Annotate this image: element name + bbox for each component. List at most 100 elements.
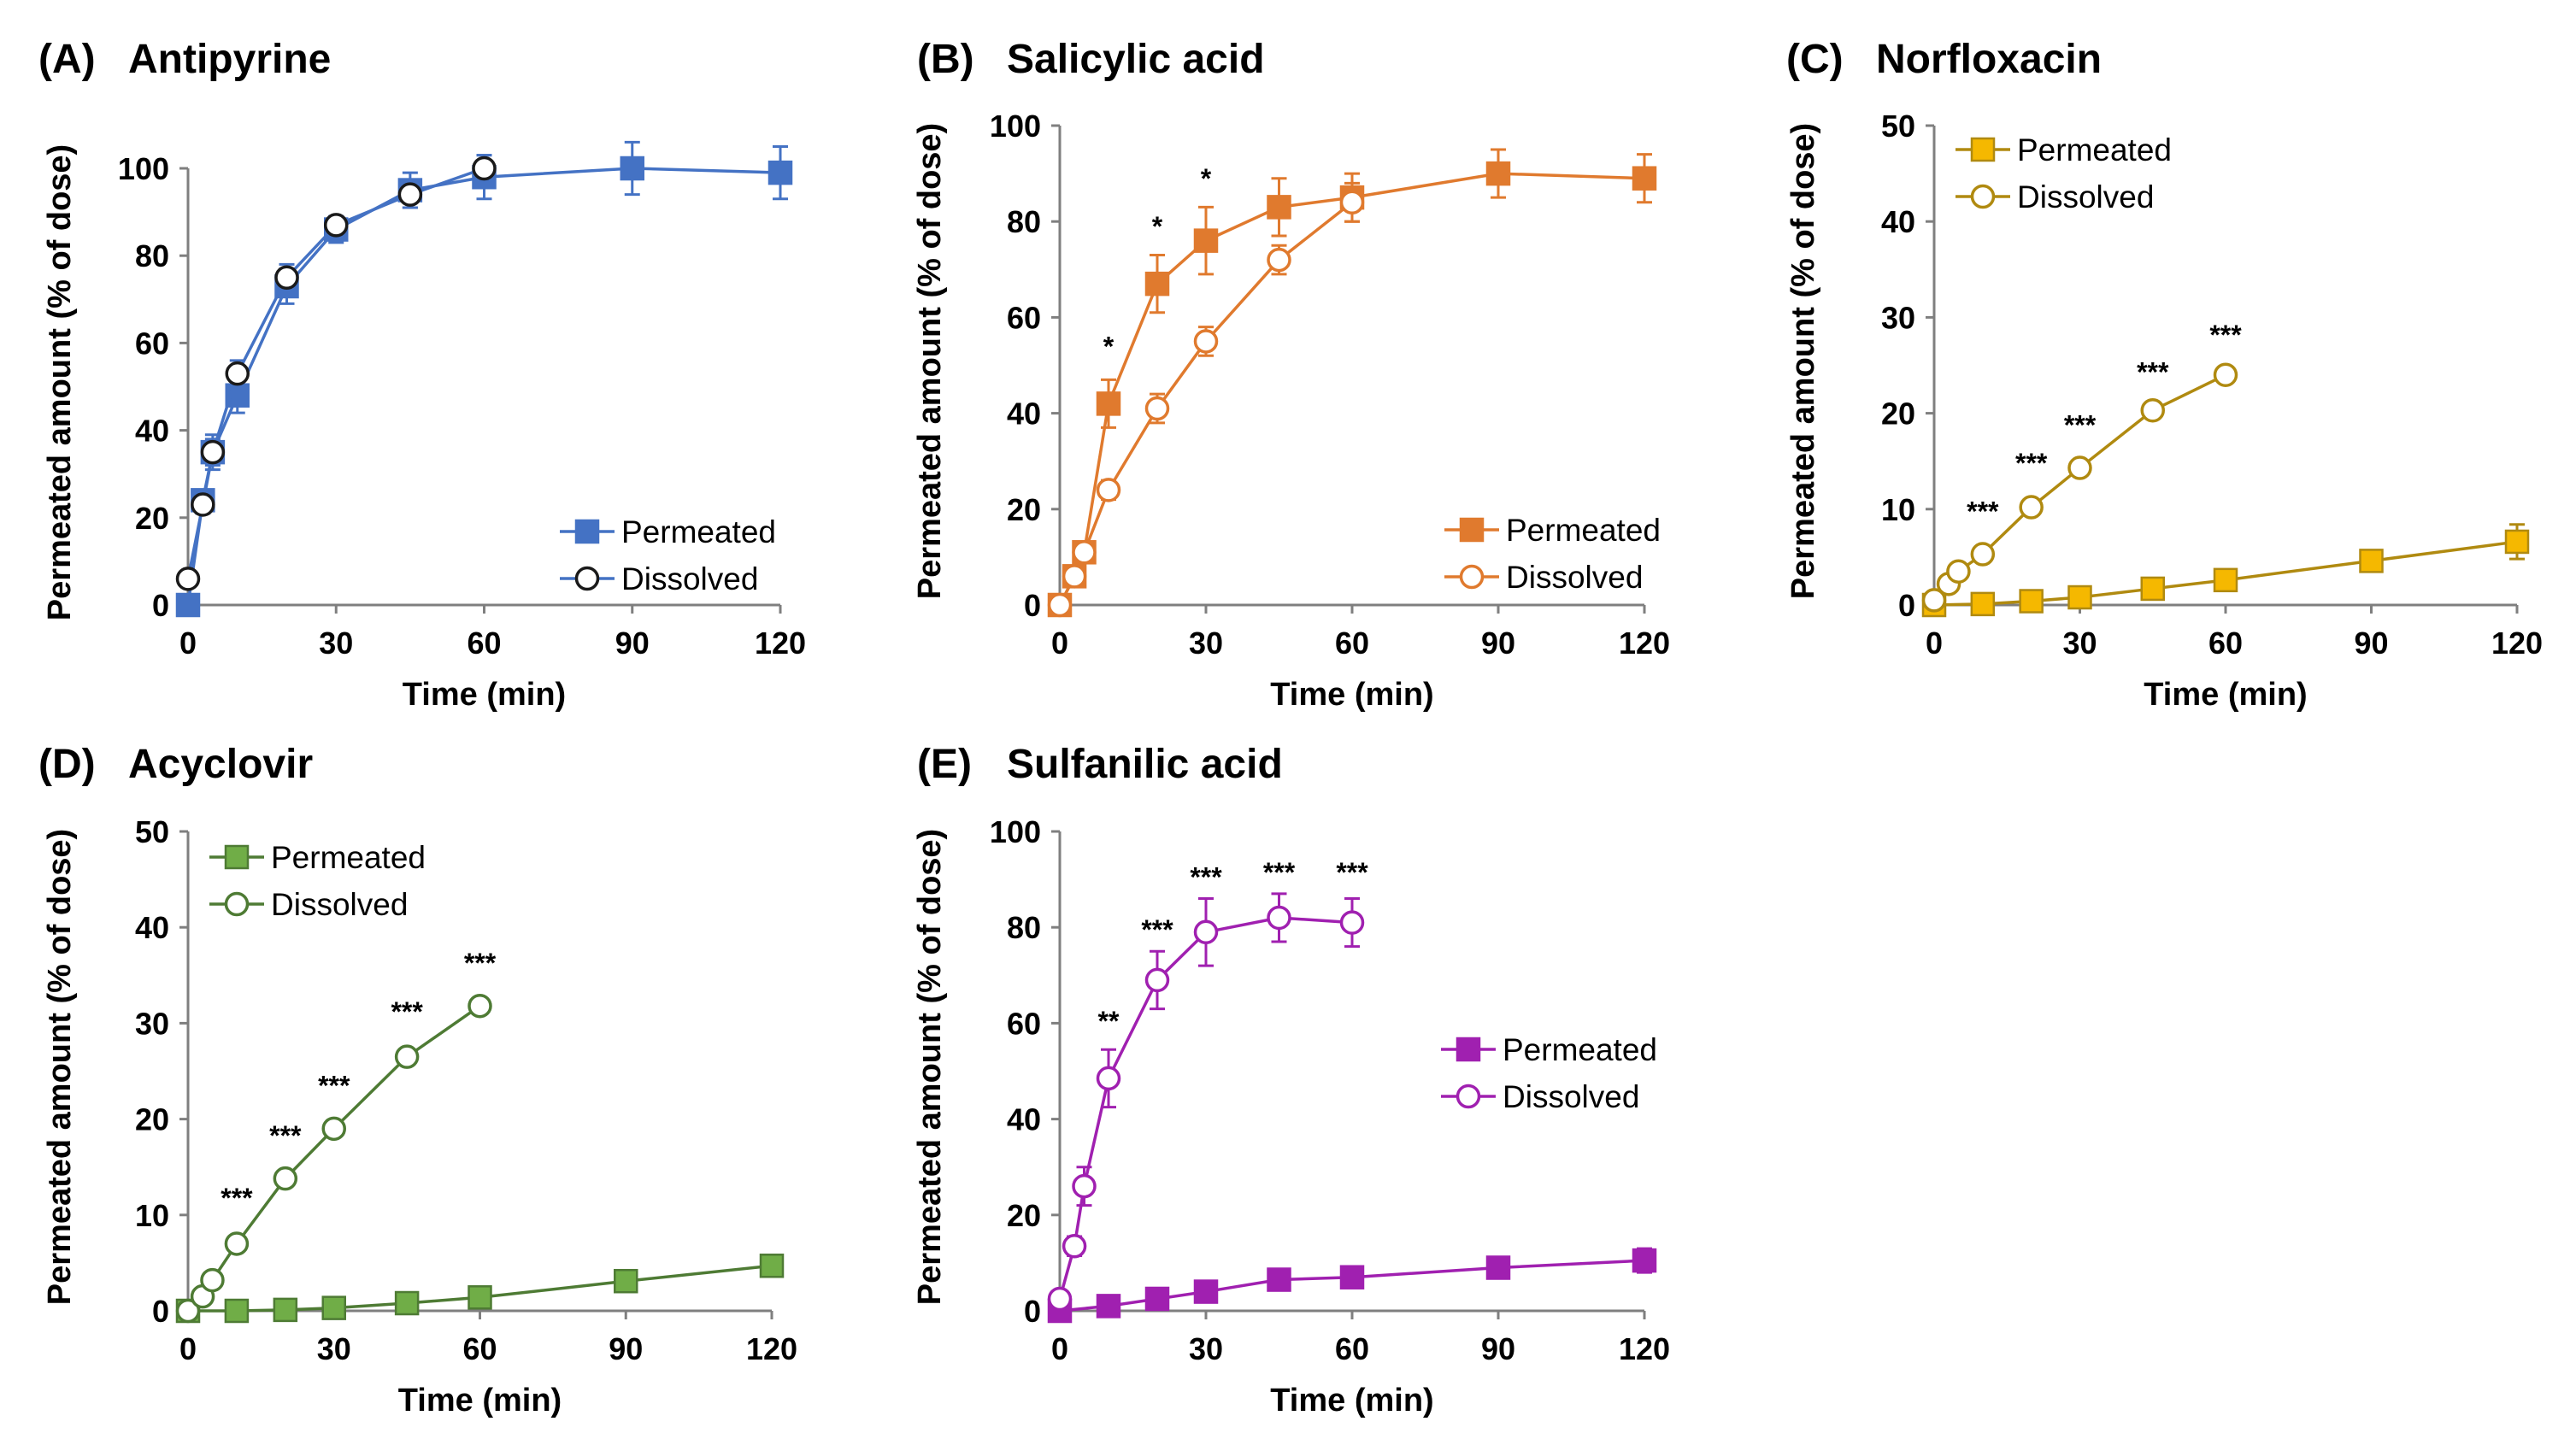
- series-dissolved: [1047, 181, 1365, 618]
- data-point-permeated: [614, 1268, 638, 1294]
- legend-marker-permeated: [1459, 517, 1485, 543]
- legend-marker-dissolved: [224, 891, 250, 917]
- panel-label: (D): [38, 742, 96, 787]
- data-point-dissolved: [175, 567, 201, 591]
- legend-label: Permeated: [621, 514, 776, 549]
- panel-title: Acyclovir: [128, 742, 313, 787]
- x-tick-label: 30: [2062, 626, 2097, 661]
- x-tick-label: 120: [746, 1331, 797, 1366]
- legend-marker-dissolved: [1456, 1084, 1481, 1109]
- data-point-dissolved: [225, 361, 250, 386]
- data-point-dissolved: [2019, 495, 2044, 520]
- significance-label: ***: [221, 1183, 253, 1213]
- data-point-permeated: [175, 592, 201, 618]
- data-point-dissolved: [1047, 1286, 1073, 1312]
- x-axis-title: Time (min): [1270, 1383, 1433, 1419]
- data-point-permeated: [321, 1295, 346, 1320]
- panel-title: Antipyrine: [128, 37, 331, 82]
- data-point-dissolved: [1921, 588, 1947, 613]
- data-point-permeated: [2359, 549, 2384, 573]
- data-point-permeated: [2067, 584, 2092, 610]
- data-point-permeated: [1193, 1279, 1219, 1304]
- significance-label: ***: [391, 996, 423, 1027]
- data-point-dissolved: [1096, 478, 1121, 502]
- significance-label: ***: [1190, 862, 1222, 893]
- data-point-dissolved: [2213, 362, 2238, 387]
- legend: Permeated Dissolved: [209, 840, 426, 922]
- legend-marker-dissolved: [574, 566, 600, 591]
- y-tick-label: 40: [135, 414, 169, 449]
- data-point-permeated: [1144, 271, 1170, 297]
- significance-label: ***: [269, 1120, 302, 1151]
- y-tick-label: 30: [135, 1006, 169, 1041]
- data-point-permeated: [224, 1298, 250, 1324]
- data-point-permeated: [620, 156, 644, 181]
- series-dissolved: [1047, 892, 1365, 1312]
- legend-marker-dissolved: [1970, 184, 1996, 209]
- data-point-dissolved: [321, 1116, 346, 1142]
- significance-label: *: [1201, 163, 1212, 194]
- x-tick-label: 60: [2208, 626, 2243, 661]
- y-tick-label: 60: [1007, 1006, 1041, 1041]
- significance-label: ***: [1336, 857, 1368, 888]
- data-point-permeated: [1267, 1267, 1291, 1292]
- legend-marker-dissolved: [1459, 564, 1485, 590]
- y-tick-label: 40: [135, 910, 169, 945]
- significance-label: ***: [2064, 409, 2097, 440]
- panel-antipyrine: (A) Antipyrine 0 20 40 60 80 100 0 30 60 90 120 Time …: [38, 37, 806, 713]
- data-point-dissolved: [1144, 967, 1170, 993]
- x-tick-label: 60: [467, 626, 501, 661]
- legend-label: Dissolved: [1503, 1079, 1639, 1114]
- panel-sulfanilic-acid: (E) Sulfanilic acid 0 20 40 60 80 100 0 30 60 90 120…: [912, 742, 1670, 1419]
- significance-label: ***: [2137, 357, 2169, 388]
- x-axis-title: Time (min): [2144, 677, 2307, 713]
- significance-label: ***: [1141, 914, 1173, 945]
- legend-label: Permeated: [2017, 132, 2172, 167]
- x-tick-label: 90: [1481, 1331, 1515, 1366]
- data-point-dissolved: [1267, 905, 1291, 931]
- data-point-permeated: [1485, 161, 1511, 186]
- data-point-permeated: [2140, 576, 2165, 602]
- legend-marker-permeated: [1970, 137, 1996, 162]
- data-point-dissolved: [1193, 329, 1219, 354]
- significance-label: *: [1152, 211, 1163, 242]
- x-axis-title: Time (min): [403, 677, 566, 713]
- x-tick-label: 60: [462, 1331, 497, 1366]
- x-tick-label: 90: [2354, 626, 2388, 661]
- y-tick-label: 50: [135, 814, 169, 849]
- data-point-dissolved: [2140, 397, 2165, 423]
- significance-label: ***: [2015, 448, 2048, 479]
- data-point-permeated: [768, 160, 793, 185]
- y-tick-label: 20: [135, 1102, 169, 1137]
- y-tick-label: 0: [1898, 588, 1915, 623]
- panel-label: (E): [917, 742, 972, 787]
- series-line-dissolved: [186, 1004, 481, 1313]
- x-tick-label: 30: [1189, 1331, 1223, 1366]
- significance-label: ***: [2209, 320, 2242, 350]
- x-tick-label: 90: [615, 626, 650, 661]
- y-tick-label: 20: [135, 501, 169, 536]
- y-tick-label: 30: [1881, 300, 1915, 335]
- series-line-dissolved: [1932, 373, 2226, 602]
- data-point-dissolved: [1072, 540, 1097, 565]
- significance-label: ***: [1967, 496, 1999, 526]
- data-point-dissolved: [200, 1267, 225, 1293]
- legend: Permeated Dissolved: [560, 514, 776, 596]
- y-tick-label: 0: [152, 588, 169, 623]
- legend-label: Dissolved: [1506, 560, 1643, 595]
- panel-title: Norfloxacin: [1876, 37, 2102, 82]
- x-axis-title: Time (min): [398, 1383, 562, 1419]
- y-tick-label: 40: [1881, 204, 1915, 239]
- legend-label: Permeated: [271, 840, 426, 875]
- significance-label: *: [1103, 331, 1115, 361]
- series-permeated: [1921, 523, 2530, 618]
- data-point-dissolved: [1946, 559, 1971, 584]
- data-point-dissolved: [1096, 1066, 1121, 1091]
- data-point-dissolved: [1193, 919, 1219, 945]
- x-tick-label: 0: [1926, 626, 1943, 661]
- y-tick-label: 80: [135, 238, 169, 273]
- y-tick-label: 20: [1007, 1198, 1041, 1233]
- data-point-permeated: [468, 1285, 492, 1310]
- legend-label: Permeated: [1506, 513, 1661, 548]
- data-point-dissolved: [472, 156, 497, 181]
